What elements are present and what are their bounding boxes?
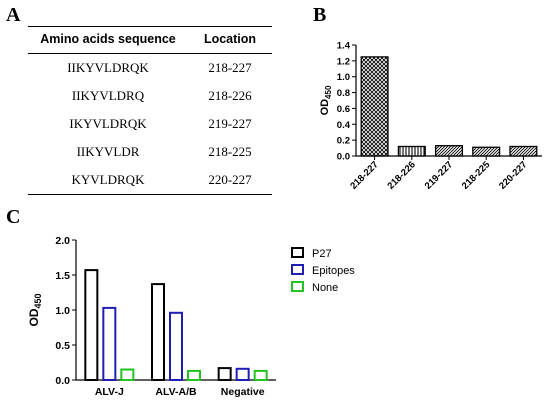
header-location: Location [188,26,272,54]
legend-label-None: None [312,282,338,294]
y-tick-label: 1.0 [337,72,350,83]
y-tick-label: 0.4 [337,120,351,131]
sequence-table: Amino acids sequence Location IIKYVLDRQK… [28,26,272,195]
bar-220-227 [509,145,538,157]
table-row: IKYVLDRQK 219-227 [28,110,272,138]
bar-Epitopes-ALV-A/B [169,311,183,381]
sequence-cell: IIKYVLDRQ [71,88,145,103]
bar-None-ALV-A/B [187,369,201,381]
panel-label-a: A [6,4,21,26]
bar-219-227 [434,145,464,157]
bar-Epitopes-ALV-J [102,306,117,381]
y-tick-label: 0.0 [337,152,350,163]
x-tick-label: 219-227 [423,159,455,191]
y-tick-label: 1.2 [337,56,350,67]
legend-swatch-None [291,281,304,292]
y-axis-label: OD450 [27,293,43,326]
sequence-cell: KYVLDRQK [71,172,145,187]
bar-218-226 [397,145,426,157]
legend-label-Epitopes: Epitopes [312,265,355,277]
y-tick-label: 0.8 [337,88,350,99]
x-tick-label: ALV-A/B [155,386,197,398]
location-cell: 219-227 [208,116,252,131]
x-tick-label: 218-226 [385,159,417,191]
bar-Epitopes-Negative [235,367,250,381]
x-tick-label: ALV-J [95,386,124,398]
location-cell: 218-227 [208,60,252,75]
y-tick-label: 0.0 [55,375,70,387]
y-tick-label: 1.4 [337,41,351,52]
x-tick-label: Negative [221,386,265,398]
table-row: IIKYVLDRQK 218-227 [28,54,272,83]
table-row: IIKYVLDRQ 218-226 [28,82,272,110]
legend-label-P27: P27 [312,248,332,260]
bar-P27-ALV-J [84,269,99,382]
table-row: IIKYVLDR 218-225 [28,138,272,166]
legend-swatch-Epitopes [291,264,304,275]
y-tick-label: 1.5 [55,270,70,282]
location-cell: 220-227 [208,172,252,187]
location-cell: 218-226 [208,88,252,103]
bar-218-227 [360,56,389,157]
panel-label-c: C [6,206,21,228]
sequence-cell: IIKYVLDRQK [67,60,149,75]
bar-P27-Negative [217,367,232,382]
x-tick-label: 218-227 [348,159,380,191]
table-header-row: Amino acids sequence Location [28,26,272,54]
panel-label-b: B [313,4,327,26]
table-row: KYVLDRQK 220-227 [28,166,272,195]
legend-swatch-P27 [291,247,304,258]
y-tick-label: 0.5 [55,340,70,352]
bar-None-ALV-J [120,368,135,381]
sequence-cell: IIKYVLDR [76,144,140,159]
y-tick-label: 1.0 [55,305,70,317]
x-tick-label: 220-227 [497,159,529,191]
sequence-cell: IKYVLDRQK [69,116,147,131]
location-cell: 218-225 [208,144,252,159]
bar-P27-ALV-A/B [151,283,165,382]
x-tick-label: 218-225 [460,159,493,192]
y-axis-label: OD450 [319,85,333,115]
header-sequence: Amino acids sequence [28,26,188,54]
y-tick-label: 0.2 [337,136,350,147]
y-tick-label: 0.6 [337,104,350,115]
bar-218-225 [472,146,501,157]
y-tick-label: 2.0 [55,235,70,247]
bar-None-Negative [253,369,268,381]
